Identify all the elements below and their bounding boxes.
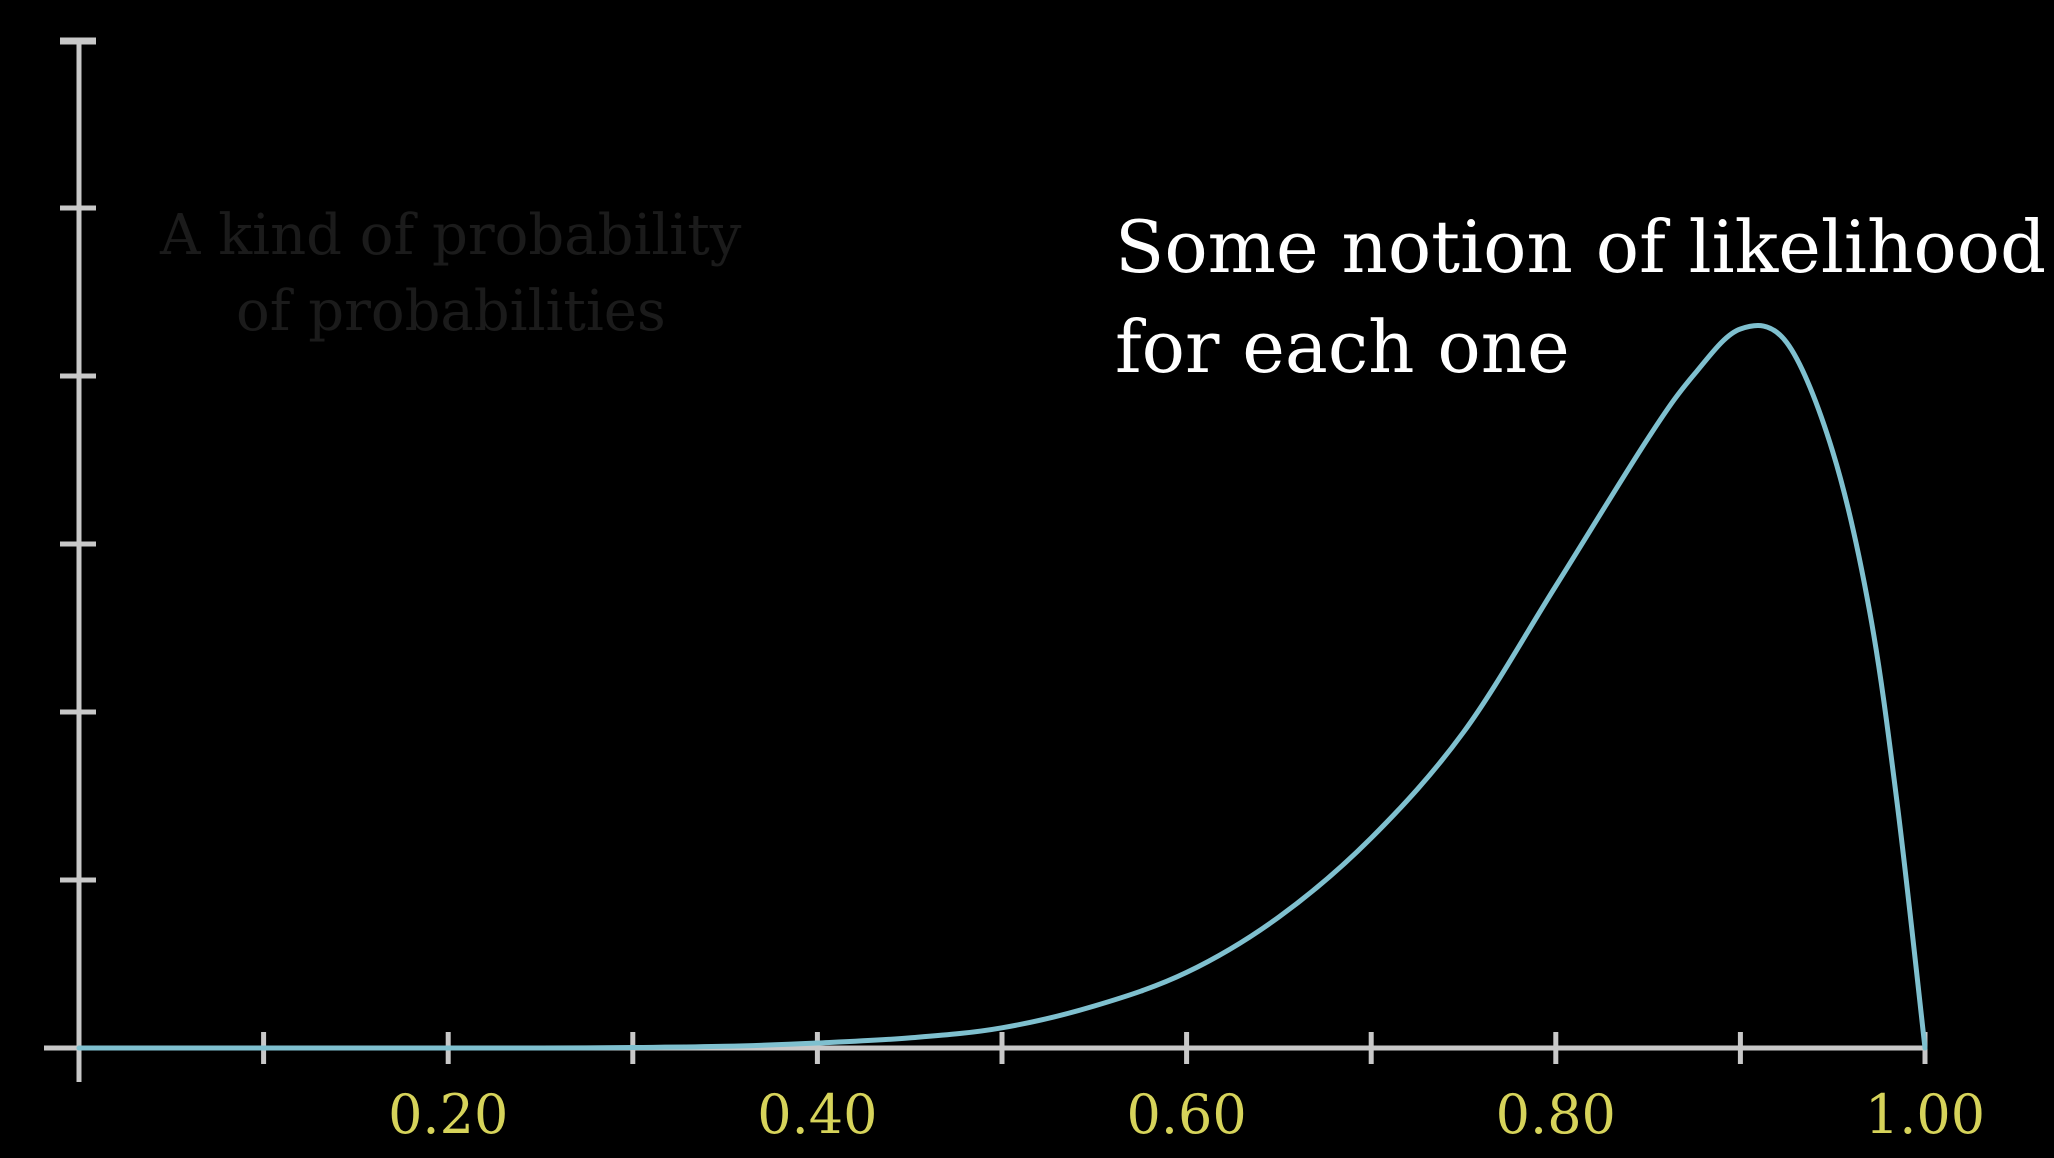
data-point	[1277, 915, 1281, 919]
data-point	[1785, 340, 1789, 344]
data-point	[1868, 609, 1872, 613]
data-point	[1554, 584, 1558, 588]
x-tick-label: 0.40	[757, 1083, 877, 1146]
data-point	[631, 1046, 635, 1050]
data-point	[262, 1046, 266, 1050]
data-point	[1185, 970, 1189, 974]
x-tick-label: 0.80	[1496, 1083, 1616, 1146]
data-point	[169, 1046, 173, 1050]
data-point	[908, 1036, 912, 1040]
x-tick-label: 0.20	[388, 1083, 508, 1146]
data-point	[446, 1046, 450, 1050]
data-point	[1692, 372, 1696, 376]
axes	[44, 37, 1928, 1082]
data-point	[354, 1046, 358, 1050]
data-point	[1092, 1004, 1096, 1008]
data-point	[539, 1046, 543, 1050]
data-point	[1923, 1046, 1927, 1050]
data-point	[723, 1044, 727, 1048]
data-point	[1831, 450, 1835, 454]
data-point	[1462, 730, 1466, 734]
x-tick-label: 1.00	[1865, 1083, 1985, 1146]
x-tick-label: 0.60	[1126, 1083, 1246, 1146]
data-point	[815, 1041, 819, 1045]
data-point	[1646, 436, 1650, 440]
annotation: Some notion of likelihood for each one	[1115, 205, 2046, 389]
likelihood-curve	[76, 322, 1928, 1051]
data-point	[77, 1046, 81, 1050]
faded-caption-line1: A kind of probability	[159, 203, 742, 268]
annotation-line2: for each one	[1115, 305, 1570, 389]
data-point	[1738, 327, 1742, 331]
data-point	[1895, 802, 1899, 806]
x-tick-labels: 0.20 0.40 0.60 0.80 1.00	[388, 1083, 1985, 1146]
annotation-line1: Some notion of likelihood	[1115, 205, 2046, 289]
faded-caption-line2: of probabilities	[236, 279, 666, 344]
data-point	[1000, 1026, 1004, 1030]
series-group	[76, 322, 1928, 1051]
faded-caption: A kind of probability of probabilities	[159, 203, 742, 344]
data-point	[1369, 836, 1373, 840]
